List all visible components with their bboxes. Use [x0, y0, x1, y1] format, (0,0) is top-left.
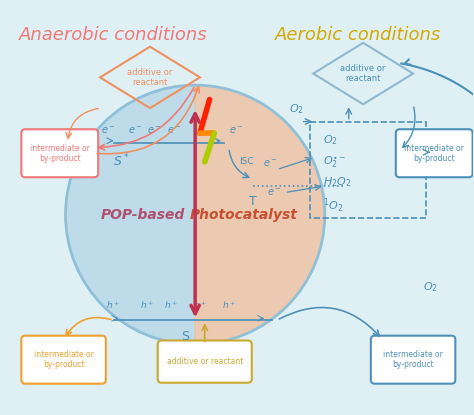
Text: $e^-$: $e^-$ [147, 125, 162, 136]
Text: Aerobic conditions: Aerobic conditions [275, 26, 441, 44]
Text: additive or reactant: additive or reactant [166, 357, 243, 366]
Text: intermediate or
by-product: intermediate or by-product [34, 350, 93, 369]
Text: POP-based: POP-based [100, 208, 184, 222]
Text: intermediate or
by-product: intermediate or by-product [404, 144, 464, 163]
Text: Anaerobic conditions: Anaerobic conditions [19, 26, 208, 44]
Text: $e^-$: $e^-$ [128, 125, 143, 136]
Text: $h^+$: $h^+$ [107, 299, 121, 311]
Text: $e^-$: $e^-$ [167, 125, 182, 136]
FancyBboxPatch shape [371, 336, 456, 384]
Text: $h^+$: $h^+$ [164, 299, 178, 311]
Text: $O_2$: $O_2$ [323, 133, 338, 147]
Text: $e^-$: $e^-$ [263, 158, 277, 169]
Text: ISC: ISC [239, 157, 253, 166]
Text: $O_2$: $O_2$ [289, 102, 303, 116]
Text: $^1O_2$: $^1O_2$ [323, 196, 343, 215]
Text: $e^-$: $e^-$ [229, 125, 244, 136]
Text: Photocatalyst: Photocatalyst [189, 208, 297, 222]
Text: additive or
reactant: additive or reactant [340, 64, 386, 83]
Text: intermediate or
by-product: intermediate or by-product [383, 350, 443, 369]
Polygon shape [195, 85, 325, 344]
FancyBboxPatch shape [158, 340, 252, 383]
Text: $S^*$: $S^*$ [113, 152, 129, 169]
Text: $e^-$: $e^-$ [101, 125, 116, 136]
Polygon shape [65, 85, 195, 344]
Text: intermediate or
by-product: intermediate or by-product [30, 144, 90, 163]
Text: T: T [249, 195, 256, 208]
Text: S: S [182, 330, 190, 343]
Text: $h^+$: $h^+$ [193, 299, 207, 311]
FancyBboxPatch shape [396, 129, 473, 177]
Text: $O_2^{\bullet -}$: $O_2^{\bullet -}$ [323, 154, 346, 170]
FancyBboxPatch shape [21, 336, 106, 384]
Text: $h^+$: $h^+$ [222, 299, 236, 311]
Text: $H_2O_2$: $H_2O_2$ [323, 175, 351, 189]
Text: $e^-$: $e^-$ [267, 187, 282, 198]
FancyBboxPatch shape [21, 129, 98, 177]
Text: $O_2$: $O_2$ [423, 280, 438, 293]
Text: $h^+$: $h^+$ [140, 299, 154, 311]
Text: additive or
reactant: additive or reactant [128, 68, 173, 87]
Bar [310, 122, 426, 217]
